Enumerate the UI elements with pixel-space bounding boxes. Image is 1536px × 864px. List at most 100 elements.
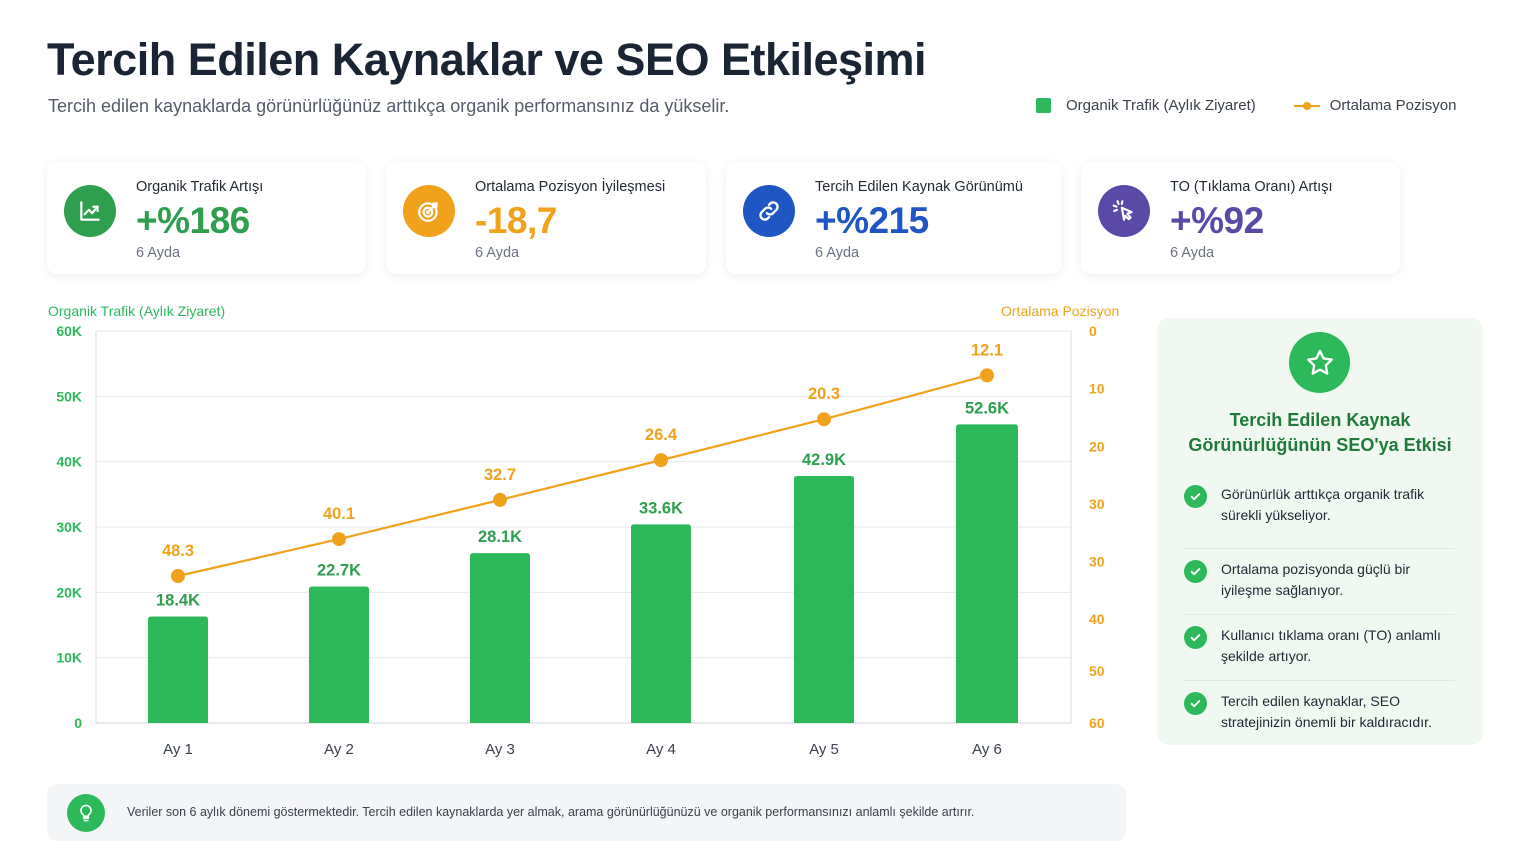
x-tick-label: Ay 2 (324, 741, 354, 758)
footer-note: Veriler son 6 aylık dönemi göstermektedi… (47, 784, 1126, 841)
kpi-period: 6 Ayda (136, 245, 181, 261)
check-icon (1184, 626, 1207, 649)
kpi-period: 6 Ayda (815, 245, 860, 261)
check-icon (1184, 692, 1207, 715)
target-icon (403, 185, 455, 237)
list-item-line: Kullanıcı tıklama oranı (TO) anlamlı (1221, 627, 1441, 643)
y-right-tick-label: 0 (1089, 323, 1097, 339)
page-title: Tercih Edilen Kaynaklar ve SEO Etkileşim… (47, 34, 927, 85)
list-item-line: Tercih edilen kaynaklar, SEO (1221, 693, 1400, 709)
note-text: Veriler son 6 aylık dönemi göstermektedi… (127, 805, 975, 819)
kpi-card-traffic: Organik Trafik Artışı +%186 6 Ayda (47, 162, 366, 274)
y-right-tick-label: 10 (1089, 381, 1105, 397)
list-item-line: stratejinizin önemli bir kaldıracıdır. (1221, 714, 1432, 730)
bar-data-label: 28.1K (478, 528, 522, 546)
y-left-tick-label: 10K (56, 650, 82, 666)
star-icon (1289, 332, 1350, 393)
list-item-line: şekilde artıyor. (1221, 648, 1312, 664)
kpi-period: 6 Ayda (1170, 245, 1215, 261)
link-icon (743, 185, 795, 237)
y-left-tick-label: 40K (56, 454, 82, 470)
x-tick-label: Ay 5 (809, 741, 839, 758)
y-left-tick-label: 50K (56, 388, 82, 404)
y-right-tick-label: 30 (1089, 554, 1105, 570)
list-item-line: iyileşme sağlanıyor. (1221, 582, 1344, 598)
cursor-click-icon (1098, 185, 1150, 237)
check-icon (1184, 560, 1207, 583)
kpi-card-ctr: TO (Tıklama Oranı) Artışı +%92 6 Ayda (1081, 162, 1400, 274)
bar (794, 476, 854, 723)
y-right-tick-label: 30 (1089, 496, 1105, 512)
line-data-label: 12.1 (971, 341, 1003, 359)
y-right-tick-label: 50 (1089, 663, 1105, 679)
check-icon (1184, 485, 1207, 508)
panel-title: Tercih Edilen Kaynak Görünürlüğünün SEO'… (1157, 408, 1483, 458)
list-item: Görünürlük arttıkça organik trafik sürek… (1183, 482, 1455, 548)
kpi-card-visibility: Tercih Edilen Kaynak Görünümü +%215 6 Ay… (726, 162, 1061, 274)
position-point (332, 532, 346, 547)
bar-data-label: 42.9K (802, 451, 846, 469)
y-left-tick-label: 30K (56, 519, 82, 535)
y-axis-right-title: Ortalama Pozisyon (1001, 303, 1120, 319)
kpi-label: Tercih Edilen Kaynak Görünümü (815, 179, 1023, 195)
position-line (177, 374, 988, 578)
x-tick-label: Ay 1 (163, 741, 193, 758)
bar (470, 553, 530, 723)
y-left-tick-label: 60K (56, 323, 82, 339)
bar-data-label: 52.6K (965, 399, 1009, 417)
panel-title-line2: Görünürlüğünün SEO'ya Etkisi (1188, 435, 1452, 455)
insight-panel: Tercih Edilen Kaynak Görünürlüğünün SEO'… (1157, 318, 1483, 745)
line-data-label: 20.3 (808, 385, 840, 403)
chart-legend: Organik Trafik (Aylık Ziyaret) Ortalama … (1036, 97, 1494, 114)
legend-swatch-position (1293, 98, 1320, 114)
bar (956, 424, 1018, 723)
y-right-tick-label: 60 (1089, 715, 1105, 731)
line-data-label: 32.7 (484, 466, 516, 484)
y-left-tick-label: 0 (74, 715, 82, 731)
list-item-line: sürekli yükseliyor. (1221, 507, 1331, 523)
position-point (171, 569, 185, 583)
kpi-label: Ortalama Pozisyon İyileşmesi (475, 179, 666, 195)
bar-data-label: 33.6K (639, 499, 683, 517)
y-axis-left-title: Organik Trafik (Aylık Ziyaret) (48, 303, 226, 319)
list-item: Tercih edilen kaynaklar, SEO stratejiniz… (1183, 680, 1455, 746)
kpi-card-position: Ortalama Pozisyon İyileşmesi -18,7 6 Ayd… (386, 162, 706, 274)
kpi-value: +%215 (815, 200, 929, 241)
list-item-line: Görünürlük arttıkça organik trafik (1221, 486, 1425, 502)
legend-swatch-traffic (1036, 98, 1051, 113)
line-data-label: 26.4 (645, 426, 678, 444)
y-right-tick-label: 40 (1089, 611, 1105, 627)
list-item: Kullanıcı tıklama oranı (TO) anlamlı şek… (1183, 614, 1455, 680)
kpi-value: +%186 (136, 200, 250, 241)
position-point (493, 492, 507, 507)
legend-label-traffic: Organik Trafik (Aylık Ziyaret) (1066, 97, 1256, 114)
position-point (817, 412, 831, 427)
list-item-line: Ortalama pozisyonda güçlü bir (1221, 561, 1411, 577)
kpi-value: +%92 (1170, 200, 1264, 241)
combo-chart: 0 10K 20K 30K 40K 50K 60K 0 10 20 30 30 40 50 60 18.4K A… (56, 323, 1105, 758)
legend-item-position: Ortalama Pozisyon (1293, 97, 1456, 114)
panel-list: Görünürlük arttıkça organik trafik sürek… (1183, 482, 1455, 746)
kpi-label: Organik Trafik Artışı (136, 179, 264, 195)
kpi-period: 6 Ayda (475, 245, 520, 261)
line-data-label: 40.1 (323, 505, 355, 523)
x-tick-label: Ay 3 (485, 741, 515, 758)
bar (309, 586, 369, 723)
panel-title-line1: Tercih Edilen Kaynak (1229, 410, 1411, 430)
x-tick-label: Ay 4 (646, 741, 676, 758)
lightbulb-icon (67, 794, 105, 832)
x-tick-label: Ay 6 (972, 741, 1002, 758)
position-point (654, 453, 668, 468)
bar-data-label: 18.4K (156, 592, 200, 610)
bar (148, 616, 208, 723)
kpi-label: TO (Tıklama Oranı) Artışı (1170, 179, 1333, 195)
legend-item-traffic: Organik Trafik (Aylık Ziyaret) (1036, 97, 1256, 114)
line-data-label: 48.3 (162, 542, 194, 560)
y-left-tick-label: 20K (56, 584, 82, 600)
list-item: Ortalama pozisyonda güçlü bir iyileşme s… (1183, 548, 1455, 614)
y-right-tick-label: 20 (1089, 438, 1105, 454)
page-subtitle: Tercih edilen kaynaklarda görünürlüğünüz… (48, 96, 730, 116)
position-point (980, 368, 994, 383)
bar (631, 524, 691, 723)
kpi-value: -18,7 (475, 200, 557, 241)
